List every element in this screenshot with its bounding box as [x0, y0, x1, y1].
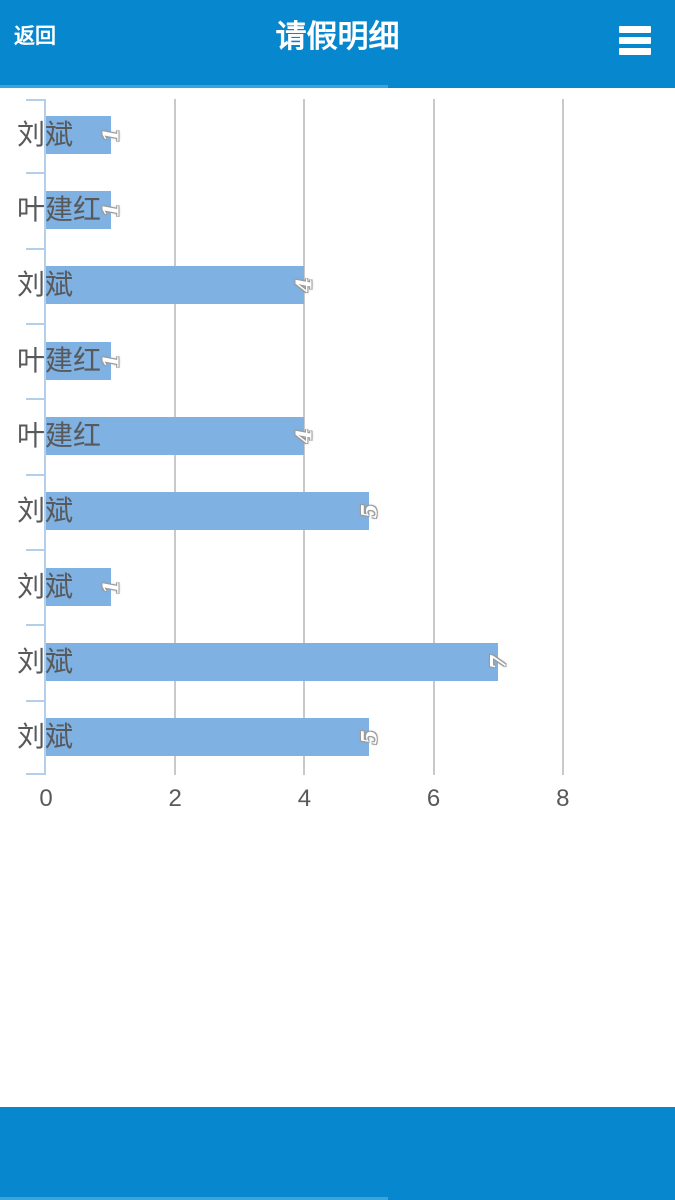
category-label: 刘斌 — [17, 721, 74, 753]
x-tick-label: 2 — [168, 785, 182, 812]
value-label: 1 — [98, 127, 124, 142]
header-progress-bar — [0, 85, 389, 88]
y-axis-tick — [26, 172, 44, 175]
y-axis-tick — [26, 624, 44, 627]
leave-bar-chart: 刘斌 1 叶建红 1 刘斌 4 叶建红 1 叶建红 4 刘斌 5 刘斌 1 刘斌 7 刘斌 5 — [0, 97, 675, 775]
y-axis-line — [44, 99, 46, 775]
chart-row: 刘斌 1 — [0, 97, 675, 172]
value-label: 7 — [485, 654, 511, 670]
gridline — [561, 99, 564, 775]
value-label: 4 — [291, 278, 317, 293]
hamburger-menu-icon — [619, 25, 653, 55]
bar[interactable] — [46, 416, 305, 455]
y-axis-tick — [26, 699, 44, 702]
x-tick-label: 4 — [297, 785, 312, 812]
value-label: 1 — [98, 202, 124, 218]
value-label: 5 — [356, 504, 382, 519]
footer — [0, 1107, 675, 1200]
y-axis-tick — [26, 99, 44, 101]
category-label: 刘斌 — [17, 269, 74, 301]
chart-row: 刘斌 5 — [0, 474, 675, 549]
bar[interactable] — [46, 567, 111, 606]
chart-row: 刘斌 1 — [0, 549, 675, 624]
category-label: 叶建红 — [17, 193, 102, 225]
y-axis-tick — [26, 398, 44, 401]
chart-row: 刘斌 5 — [0, 700, 675, 775]
bar[interactable] — [46, 115, 111, 154]
value-label: 4 — [291, 428, 317, 444]
x-tick-label: 6 — [426, 785, 441, 812]
category-label: 叶建红 — [17, 419, 102, 451]
page-title: 请假明细 — [275, 19, 400, 54]
category-label: 刘斌 — [17, 495, 74, 527]
category-label: 叶建红 — [17, 344, 102, 376]
y-axis-tick — [26, 549, 44, 551]
x-tick-label: 0 — [39, 785, 53, 812]
gridline — [432, 99, 435, 775]
x-tick-label: 8 — [556, 785, 570, 812]
bar[interactable] — [46, 341, 111, 380]
chart-row: 刘斌 7 — [0, 624, 675, 699]
bar[interactable] — [46, 492, 369, 531]
back-button[interactable]: 返回 — [14, 25, 56, 48]
y-axis-tick — [26, 247, 44, 250]
chart-row: 叶建红 1 — [0, 172, 675, 247]
bar[interactable] — [46, 642, 499, 681]
menu-button[interactable] — [619, 25, 653, 59]
chart-row: 叶建红 1 — [0, 323, 675, 398]
gridline — [303, 99, 306, 775]
category-label: 刘斌 — [17, 570, 74, 602]
chart-row: 叶建红 4 — [0, 398, 675, 473]
category-label: 刘斌 — [17, 118, 74, 150]
x-axis: 0 2 4 6 8 — [0, 785, 675, 827]
value-label: 5 — [356, 730, 382, 745]
y-axis-tick — [26, 473, 44, 476]
bar[interactable] — [46, 190, 111, 229]
footer-progress-bar — [0, 1197, 389, 1200]
value-label: 1 — [98, 353, 124, 368]
value-label: 1 — [98, 579, 124, 594]
header: 返回 请假明细 — [0, 0, 675, 88]
bar[interactable] — [46, 718, 369, 757]
y-axis-tick — [26, 773, 44, 775]
chart-row: 刘斌 4 — [0, 248, 675, 323]
category-label: 刘斌 — [17, 645, 74, 677]
bar[interactable] — [46, 266, 305, 305]
y-axis-tick — [26, 323, 44, 325]
